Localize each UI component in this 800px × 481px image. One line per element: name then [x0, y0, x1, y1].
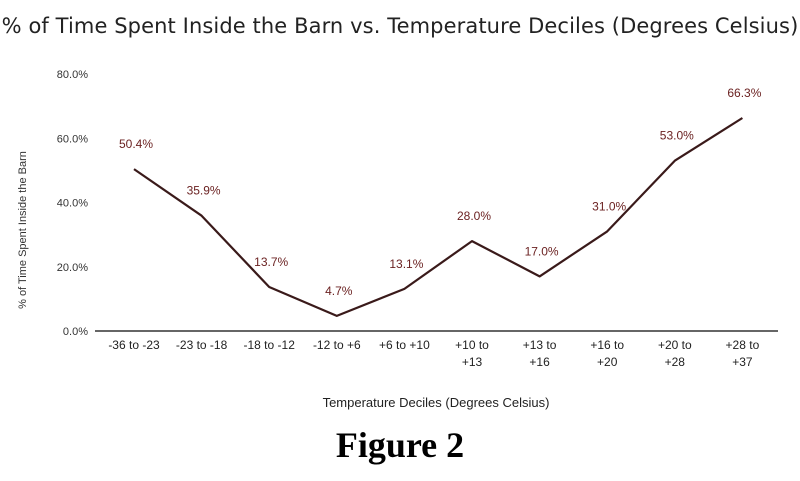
- x-axis-ticks: -36 to -23 -23 to -18 -18 to -12 -12 to +6 +…: [108, 338, 759, 369]
- x-tick-label: +28: [665, 355, 686, 369]
- x-tick-label: +20: [597, 355, 618, 369]
- line-chart: 0.0% 20.0% 40.0% 60.0% 80.0% -36 to -23 -23 t…: [17, 69, 778, 410]
- data-label: 28.0%: [457, 209, 491, 223]
- y-tick-label: 60.0%: [57, 133, 88, 145]
- series-line: [133, 117, 743, 317]
- x-tick-label: +28 to: [726, 338, 760, 352]
- data-label: 13.1%: [389, 257, 423, 271]
- x-tick-label: +13 to: [523, 338, 557, 352]
- data-label: 31.0%: [592, 199, 626, 213]
- y-axis-ticks: 0.0% 20.0% 40.0% 60.0% 80.0%: [57, 69, 88, 338]
- x-tick-label: +16 to: [590, 338, 624, 352]
- chart-title: % of Time Spent Inside the Barn vs. Temp…: [1, 14, 799, 38]
- y-tick-label: 0.0%: [63, 326, 88, 338]
- data-label: 50.4%: [119, 137, 153, 151]
- y-axis-label: % of Time Spent Inside the Barn: [17, 151, 29, 309]
- y-tick-label: 40.0%: [57, 198, 88, 210]
- x-tick-label: +37: [732, 355, 753, 369]
- data-label: 17.0%: [525, 244, 559, 258]
- x-tick-label: -23 to -18: [176, 338, 228, 352]
- data-label: 53.0%: [660, 129, 694, 143]
- y-tick-label: 20.0%: [57, 262, 88, 274]
- data-label: 35.9%: [187, 184, 221, 198]
- x-tick-label: +16: [529, 355, 550, 369]
- x-tick-label: +6 to +10: [379, 338, 430, 352]
- x-tick-label: +20 to: [658, 338, 692, 352]
- x-axis-label: Temperature Deciles (Degrees Celsius): [323, 395, 550, 410]
- data-label: 13.7%: [254, 255, 288, 269]
- data-labels: 50.4% 35.9% 13.7% 4.7% 13.1% 28.0% 17.0% 31.0% 5…: [119, 86, 762, 298]
- data-label: 4.7%: [325, 284, 353, 298]
- x-tick-label: -18 to -12: [244, 338, 296, 352]
- x-tick-label: +13: [462, 355, 483, 369]
- x-tick-label: -12 to +6: [313, 338, 361, 352]
- x-tick-label: +10 to: [455, 338, 489, 352]
- data-label: 66.3%: [727, 86, 761, 100]
- x-tick-label: -36 to -23: [108, 338, 160, 352]
- y-tick-label: 80.0%: [57, 69, 88, 81]
- figure-caption: Figure 2: [335, 425, 465, 465]
